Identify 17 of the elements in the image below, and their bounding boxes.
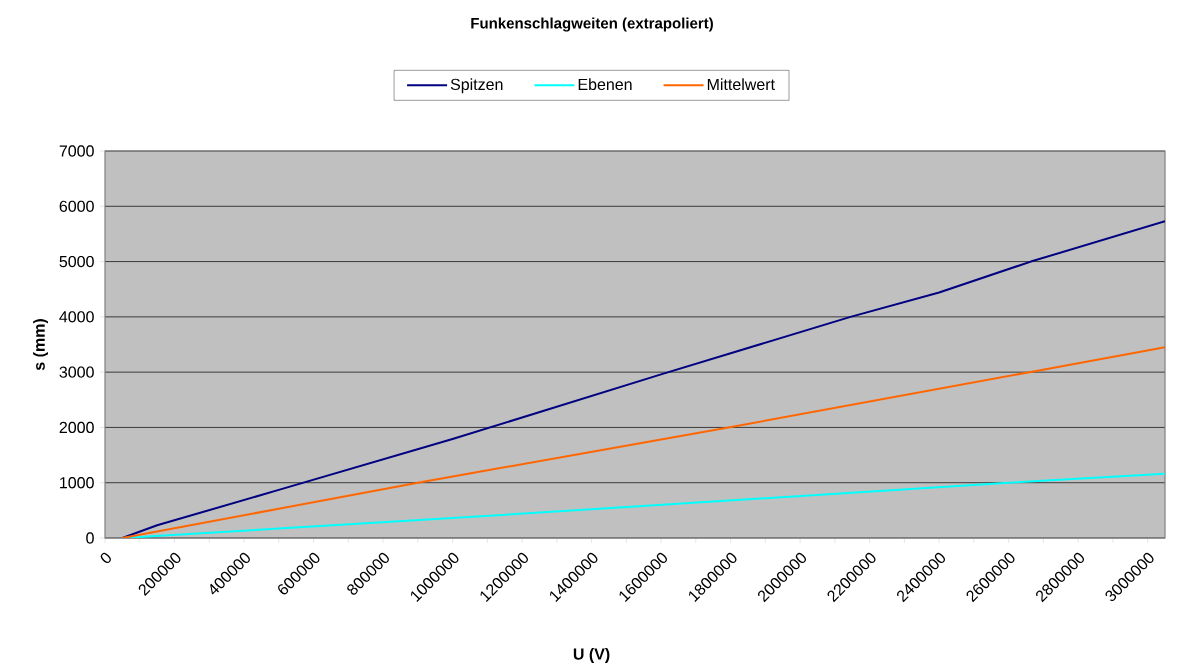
y-tick-label: 3000: [59, 366, 94, 378]
y-tick-label: 1000: [60, 477, 94, 489]
legend-label: Spitzen: [450, 78, 503, 94]
y-tick-label: 4000: [59, 311, 94, 323]
y-tick-label: 5000: [59, 255, 94, 268]
line-series: [121, 346, 1166, 538]
y-axis-title: s (mm): [33, 319, 49, 371]
y-tick-label: 0: [86, 532, 94, 544]
line-series: [121, 220, 1166, 538]
y-tick-label: 2000: [59, 421, 94, 434]
y-tick-label: 6000: [59, 200, 94, 212]
legend-label: Mittelwert: [707, 78, 775, 91]
x-axis-title: U (V): [573, 648, 610, 663]
y-tick-label: 7000: [59, 145, 94, 157]
legend-label: Ebenen: [578, 78, 632, 91]
x-tick-label: 0: [100, 552, 111, 564]
chart-title: Funkenschlagweiten (extrapoliert): [471, 17, 713, 32]
